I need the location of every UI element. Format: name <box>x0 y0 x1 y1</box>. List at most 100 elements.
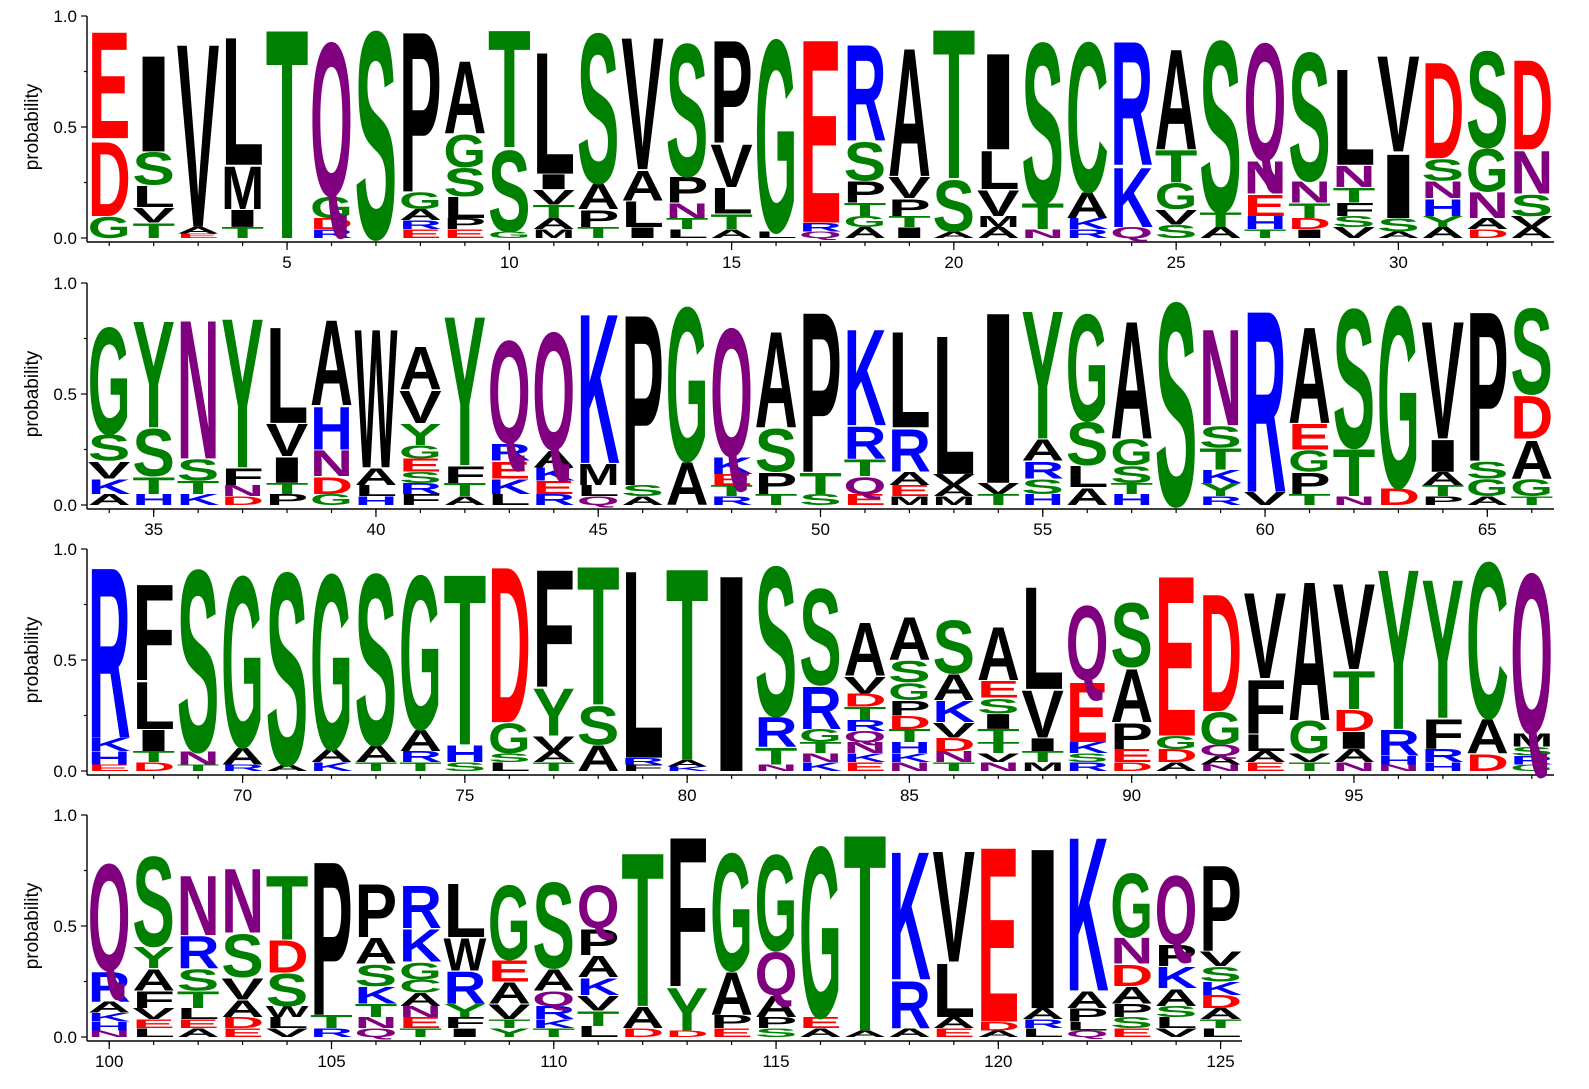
logo-letter: T <box>266 480 309 497</box>
x-tick-label: 105 <box>317 1052 345 1071</box>
logo-letter: K <box>577 973 620 1001</box>
logo-letter: R <box>1422 746 1465 767</box>
logo-letter: D <box>310 472 353 500</box>
logo-letter: A <box>1199 1006 1242 1023</box>
logo-letter: N <box>1199 763 1242 773</box>
logo-letter: H <box>88 748 131 769</box>
logo-letter: Q <box>1155 855 1198 965</box>
logo-letter: A <box>221 742 264 770</box>
logo-letter: G <box>310 191 353 225</box>
logo-column-58: S <box>1155 241 1197 567</box>
logo-column-7: S <box>355 0 397 302</box>
logo-letter: R <box>799 220 842 234</box>
logo-letter: Y <box>1422 539 1464 761</box>
logo-letter: S <box>1199 0 1241 263</box>
logo-letter: V <box>132 1005 175 1022</box>
x-tick-label: 35 <box>144 520 163 539</box>
logo-letter: S <box>888 655 931 689</box>
logo-letter: P <box>399 0 441 240</box>
logo-letter: T <box>844 455 887 482</box>
logo-letter: M <box>888 494 931 508</box>
logo-letter: H <box>1110 492 1153 509</box>
logo-letter: Q <box>355 1026 398 1040</box>
logo-letter: I <box>1422 430 1464 481</box>
y-axis-label: probability <box>22 616 43 703</box>
logo-column-62: NTS <box>1333 268 1376 511</box>
logo-letter: P <box>310 816 352 1062</box>
logo-letter: S <box>1066 410 1108 479</box>
logo-letter: E <box>444 227 486 241</box>
logo-letter: T <box>177 763 220 773</box>
logo-letter: L <box>132 668 175 744</box>
logo-letter: G <box>399 957 442 984</box>
logo-letter: L <box>532 17 575 211</box>
logo-letter: L <box>177 1005 220 1022</box>
logo-letter: S <box>977 694 1019 718</box>
logo-letter: A <box>532 962 575 996</box>
logo-letter: H <box>132 492 175 509</box>
logo-letter: S <box>1110 461 1152 488</box>
logo-letter: Q <box>1110 224 1153 241</box>
logo-letter: M <box>221 154 264 222</box>
logo-letter: A <box>310 746 353 767</box>
logo-letter: A <box>444 39 487 156</box>
logo-letter: R <box>844 718 887 735</box>
logo-letter: V <box>1244 489 1286 509</box>
logo-letter: T <box>1110 480 1153 497</box>
logo-letter: A <box>310 296 353 432</box>
logo-letter: S <box>444 760 486 774</box>
logo-letter: G <box>1288 445 1331 479</box>
logo-letter: P <box>710 1012 752 1032</box>
logo-letter: S <box>755 1026 797 1040</box>
logo-column-1: GDE <box>88 0 131 245</box>
logo-letter: A <box>1155 984 1198 1012</box>
logo-letter: Q <box>710 289 753 495</box>
logo-letter: I <box>977 262 1019 536</box>
logo-letter: T <box>1333 183 1376 207</box>
logo-letter: R <box>1244 256 1287 547</box>
logo-letter: L <box>266 1014 309 1031</box>
logo-letter: A <box>266 763 309 773</box>
logo-letter: T <box>710 210 753 234</box>
logo-letter: T <box>488 1017 531 1031</box>
logo-column-50: STP <box>799 263 842 521</box>
x-tick-label: 80 <box>678 786 697 805</box>
logo-letter: D <box>488 520 531 770</box>
x-tick-label: 75 <box>455 786 474 805</box>
logo-letter: G <box>444 125 487 177</box>
logo-letter: P <box>888 697 930 721</box>
logo-column-10: GST <box>488 0 531 256</box>
logo-letter: R <box>310 1026 353 1040</box>
logo-letter: T <box>933 0 976 224</box>
logo-letter: R <box>221 763 264 773</box>
logo-letter: E <box>399 455 441 475</box>
logo-letter: V <box>132 204 175 228</box>
logo-letter: T <box>132 748 175 765</box>
logo-letter: T <box>399 1026 442 1040</box>
logo-letter: D <box>666 1029 709 1039</box>
logo-letter: N <box>177 279 220 501</box>
x-tick-label: 70 <box>233 786 252 805</box>
logo-letter: N <box>933 749 976 766</box>
logo-letter: T <box>310 1012 353 1032</box>
logo-letter: R <box>444 963 487 1014</box>
logo-letter: G <box>888 678 931 705</box>
